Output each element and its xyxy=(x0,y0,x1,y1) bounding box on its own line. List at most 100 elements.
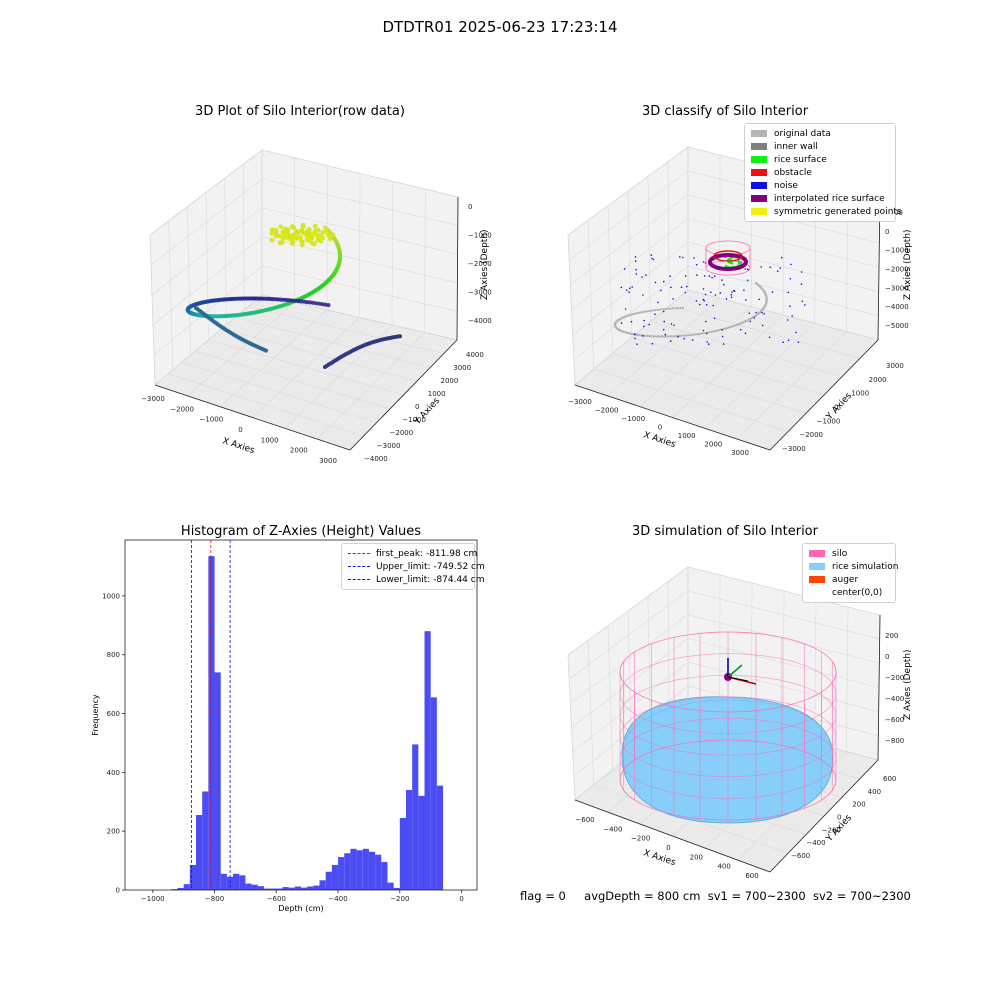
plot2-y-tick: −1000 xyxy=(817,417,841,425)
legend-label: auger xyxy=(832,574,859,585)
plot1-xlabel: X Axies xyxy=(221,436,256,456)
plot4-xlabel: X Axies xyxy=(642,848,677,868)
plot3-x-tick: −400 xyxy=(328,895,347,903)
plot1-y-tick: −2000 xyxy=(390,429,414,437)
plot2-x-tick: −3000 xyxy=(568,398,592,406)
legend-swatch xyxy=(751,156,767,163)
plot3-x-tick: −200 xyxy=(390,895,409,903)
legend-line xyxy=(348,553,370,554)
plot1-y-tick: 3000 xyxy=(453,364,471,372)
plot4-x-tick: 200 xyxy=(690,853,703,861)
histogram-bar xyxy=(202,791,209,890)
histogram-bar xyxy=(245,883,252,890)
histogram-bar xyxy=(387,882,394,890)
histogram-bar xyxy=(436,785,444,890)
plot4-y-tick: 0 xyxy=(837,814,841,822)
plot3-y-tick: 600 xyxy=(107,710,120,718)
plot3-title: Histogram of Z-Axies (Height) Values xyxy=(180,524,422,539)
plot4-z-tick: 200 xyxy=(885,632,898,640)
plot2-x-tick: −2000 xyxy=(595,407,619,415)
plot2-legend-item: rice surface xyxy=(751,153,889,166)
plot1-y-tick: 4000 xyxy=(466,351,484,359)
plot4-zlabel: Z Axies (Depth) xyxy=(903,649,913,720)
plot3-x-tick-labels: −1000 −800 −600 −400 −200 0 xyxy=(141,890,464,903)
figure-title: DTDTR01 2025-06-23 17:23:14 xyxy=(382,18,618,36)
plot4-z-tick: −800 xyxy=(885,737,904,745)
plot1-y-tick: 1000 xyxy=(428,390,446,398)
histogram-bar xyxy=(325,871,332,890)
plot2-legend-item: symmetric generated points xyxy=(751,205,902,218)
legend-swatch xyxy=(751,208,767,215)
plot2-x-tick: 3000 xyxy=(731,449,749,457)
plot2-z-tick: −4000 xyxy=(885,303,909,311)
histogram-bar xyxy=(399,817,406,890)
histogram-bar xyxy=(319,880,326,890)
plot2-legend-item: noise xyxy=(751,179,889,192)
status-flag: flag = 0 xyxy=(520,889,566,903)
plot2-y-tick: 0 xyxy=(834,404,838,412)
histogram-bar xyxy=(189,865,197,890)
plot4-x-tick: −400 xyxy=(603,825,622,833)
plot4-axis-lines xyxy=(574,614,881,873)
status-line: flag = 0 avgDepth = 800 cm sv1 = 700~230… xyxy=(520,889,911,903)
plot4-legend-item: center(0,0) xyxy=(809,586,889,599)
plot3-legend-item: Upper_limit: -749.52 cm xyxy=(348,560,485,573)
histogram-bar xyxy=(276,888,283,890)
histogram-bar xyxy=(393,887,400,890)
plot1-x-tick: 2000 xyxy=(290,447,308,455)
plot2-legend-item: inner wall xyxy=(751,140,889,153)
histogram-bar xyxy=(220,873,227,890)
histogram-bar xyxy=(430,697,437,890)
histogram-bar xyxy=(239,875,246,890)
histogram-bar xyxy=(368,851,376,890)
histogram-bar xyxy=(171,889,178,890)
histogram-bar xyxy=(301,887,308,890)
plot4-y-tick: 400 xyxy=(868,788,881,796)
histogram-bar xyxy=(294,886,301,890)
plot1-z-tick-labels: 0 −1000 −2000 −3000 −4000 xyxy=(468,203,492,325)
histogram-bar xyxy=(233,873,240,890)
plot4-legend-item: rice simulation xyxy=(809,560,898,573)
plot2-x-tick-labels: −3000−2000−1000 0 1000 2000 3000 xyxy=(568,398,749,457)
legend-line xyxy=(348,579,370,580)
plot4-z-tick: 0 xyxy=(885,653,889,661)
plot1-scatter xyxy=(185,222,402,369)
plot1-x-tick: 1000 xyxy=(261,436,279,444)
legend-line xyxy=(348,566,370,567)
legend-swatch xyxy=(809,589,825,596)
plot1-axis-lines xyxy=(154,196,459,451)
plot1-x-tick: −2000 xyxy=(170,405,194,413)
legend-label: rice simulation xyxy=(832,561,899,572)
plot4-legend: silo rice simulation auger center(0,0) xyxy=(802,543,898,603)
histogram-bar xyxy=(405,790,413,890)
plot1-z-tick: −3000 xyxy=(468,289,492,297)
plot2-title: 3D classify of Silo Interior xyxy=(641,104,809,119)
histogram-bar xyxy=(375,854,382,890)
plot1-x-tick: 3000 xyxy=(319,457,337,465)
plot4-y-tick: 200 xyxy=(852,801,865,809)
legend-label: Upper_limit: -749.52 cm xyxy=(376,561,485,572)
plot2-z-tick: −5000 xyxy=(885,322,909,330)
plot1-x-tick: −1000 xyxy=(199,416,223,424)
plot2-xlabel: X Axies xyxy=(642,430,677,450)
histogram-bar xyxy=(257,886,264,890)
plot2-zlabel: Z Axies (Depth) xyxy=(903,229,913,300)
plot2-z-tick: −3000 xyxy=(885,284,909,292)
histogram-bar xyxy=(251,884,258,890)
histogram-bar xyxy=(288,887,295,890)
legend-swatch xyxy=(809,576,825,583)
histogram-bar xyxy=(208,556,215,890)
plot3-frame xyxy=(124,539,478,891)
legend-swatch xyxy=(751,195,767,202)
status-avg-depth: avgDepth = 800 cm xyxy=(584,889,701,903)
plot4-y-tick: −200 xyxy=(822,826,841,834)
status-sv2: sv2 = 700~2300 xyxy=(812,889,911,903)
plot1-y-tick: −4000 xyxy=(364,455,388,463)
plot1-z-tick: −4000 xyxy=(468,317,492,325)
plot2-legend-item: obstacle xyxy=(751,166,889,179)
plot2-z-tick: −1000 xyxy=(885,247,909,255)
plot3-y-tick: 0 xyxy=(116,887,120,895)
plot4-x-tick: 600 xyxy=(745,872,758,880)
histogram-bar xyxy=(270,888,277,890)
